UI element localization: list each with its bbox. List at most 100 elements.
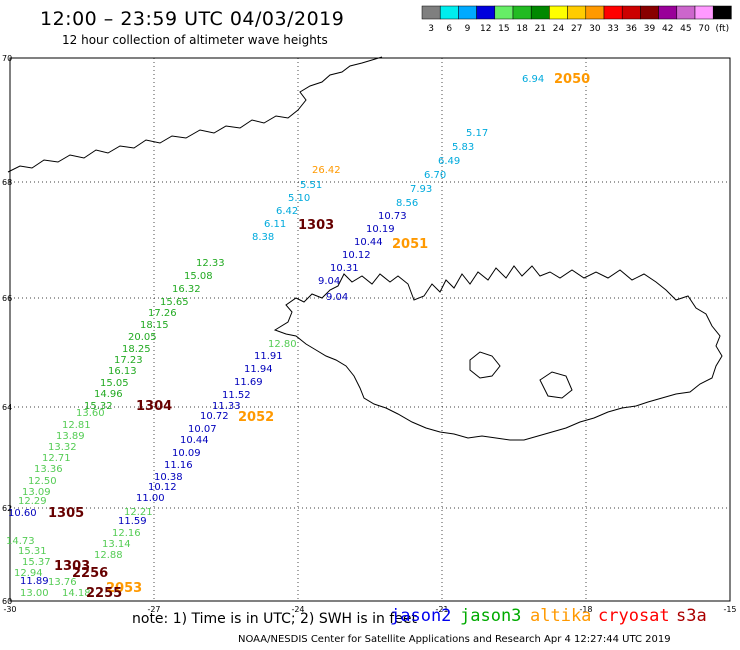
wave-height-label: 13.36 [34, 464, 63, 475]
wave-height-label: 12.80 [268, 339, 297, 350]
lon-tick-label: -21 [435, 605, 448, 614]
wave-height-label: 11.69 [234, 377, 263, 388]
wave-height-label: 17.23 [114, 355, 143, 366]
wave-height-label: 11.16 [164, 460, 193, 471]
wave-height-label: 5.51 [300, 180, 322, 191]
colorbar-swatch [530, 5, 550, 20]
colorbar-label: 27 [571, 24, 582, 34]
wave-height-label: 6.49 [438, 156, 460, 167]
colorbar-label: 21 [535, 24, 546, 34]
lat-tick-label: 70 [2, 54, 12, 63]
wave-height-label: 9.04 [318, 276, 340, 287]
lat-tick-label: 68 [2, 178, 12, 187]
wave-height-label: 12.29 [18, 496, 47, 507]
colorbar-label: 12 [480, 24, 491, 34]
colorbar-swatch [676, 5, 696, 20]
colorbar-swatch [640, 5, 659, 20]
wave-height-label: 14.18 [62, 588, 91, 599]
wave-height-label: 6.11 [264, 219, 286, 230]
wave-height-label: 11.59 [118, 516, 147, 527]
lat-lon-grid [9, 57, 731, 602]
wave-height-label: 10.72 [200, 411, 229, 422]
footer-credit: NOAA/NESDIS Center for Satellite Applica… [238, 634, 671, 645]
colorbar-label: 24 [553, 24, 565, 34]
wave-height-label: 13.60 [76, 408, 105, 419]
lat-tick-label: 64 [2, 403, 12, 412]
pass-time-label: 2051 [392, 237, 428, 252]
wave-height-label: 17.26 [148, 308, 177, 319]
colorbar-swatch [712, 5, 732, 20]
legend-jason2: jason2 [390, 606, 452, 626]
colorbar-label: 42 [662, 24, 673, 34]
iceland-coastline [273, 265, 723, 441]
wave-height-label: 12.81 [62, 420, 91, 431]
pass-time-label: 1303 [54, 559, 90, 574]
wave-height-label: 5.17 [466, 128, 488, 139]
wave-height-label: 10.73 [378, 211, 407, 222]
wave-height-label: 12.94 [14, 568, 43, 579]
wave-height-label: 10.12 [342, 250, 371, 261]
colorbar-label: 15 [498, 24, 509, 34]
wave-height-label: 6.42 [276, 206, 298, 217]
colorbar-swatch [603, 5, 623, 20]
wave-height-label: 12.88 [94, 550, 123, 561]
wave-height-label: 13.00 [20, 588, 49, 599]
colorbar-swatch [585, 5, 605, 20]
wave-height-label: 15.08 [184, 271, 213, 282]
wave-height-label: 13.14 [102, 539, 131, 550]
wave-height-label: 15.31 [18, 546, 47, 557]
wave-height-label: 10.60 [8, 508, 37, 519]
colorbar-label: 18 [516, 24, 528, 34]
map-frame [9, 57, 731, 602]
colorbar-label: 33 [607, 24, 618, 34]
wave-height-label: 16.32 [172, 284, 201, 295]
wave-height-label: 7.93 [410, 184, 432, 195]
lon-tick-label: -24 [291, 605, 304, 614]
wave-height-label: 13.89 [56, 431, 85, 442]
iceland-lake [539, 371, 573, 399]
colorbar-label: 39 [644, 24, 656, 34]
legend-cryosat: cryosat [598, 606, 670, 626]
colorbar-label: 9 [465, 24, 471, 34]
wave-height-label: 16.13 [108, 366, 137, 377]
wave-height-label: 12.71 [42, 453, 71, 464]
wave-height-label: 11.91 [254, 351, 283, 362]
wave-height-label: 6.70 [424, 170, 446, 181]
pass-time-label: 2256 [72, 566, 108, 581]
colorbar-swatch [621, 5, 641, 20]
wave-height-label: 14.96 [94, 389, 123, 400]
wave-height-label: 20.05 [128, 332, 157, 343]
wave-height-label: 13.32 [48, 442, 77, 453]
lat-tick-label: 60 [2, 597, 12, 606]
wave-height-label: 15.65 [160, 297, 189, 308]
lon-tick-label: -18 [579, 605, 592, 614]
wave-height-label: 8.38 [252, 232, 274, 243]
wave-height-label: 5.10 [288, 193, 310, 204]
colorbar: 3 6 9 12 15 18 21 24 27 30 33 36 39 42 45 70 (ft) [421, 5, 732, 34]
pass-time-label: 2255 [86, 586, 122, 601]
pass-time-label: 2050 [554, 72, 590, 87]
wave-height-label: 12.21 [124, 507, 153, 518]
wave-height-label: 11.94 [244, 364, 273, 375]
wave-height-label: 13.76 [48, 577, 77, 588]
colorbar-swatch [494, 5, 514, 20]
colorbar-swatch [421, 5, 441, 20]
altimeter-tracks: 6.94 5.17 5.83 6.49 6.70 7.93 8.56 5.51 5.10 6.42… [6, 74, 544, 599]
pass-time-label: 2052 [238, 410, 274, 425]
colorbar-swatch [476, 5, 496, 20]
axis-tick-labels: -30 -27 -24 -21 -18 -15 70 68 66 64 62 60 [2, 54, 737, 614]
colorbar-label: 45 [680, 24, 691, 34]
wave-height-label: 15.32 [84, 401, 113, 412]
colorbar-swatch [694, 5, 714, 20]
wave-height-label: 11.00 [136, 493, 165, 504]
wave-height-label: 11.33 [212, 401, 241, 412]
lon-tick-label: -27 [147, 605, 160, 614]
pass-time-label: 2053 [106, 581, 142, 596]
coastline [7, 56, 723, 441]
colorbar-label: 36 [626, 24, 638, 34]
page-title: 12:00 – 23:59 UTC 04/03/2019 [40, 8, 345, 30]
colorbar-swatch [658, 5, 678, 20]
colorbar-label: (ft) [716, 24, 730, 34]
